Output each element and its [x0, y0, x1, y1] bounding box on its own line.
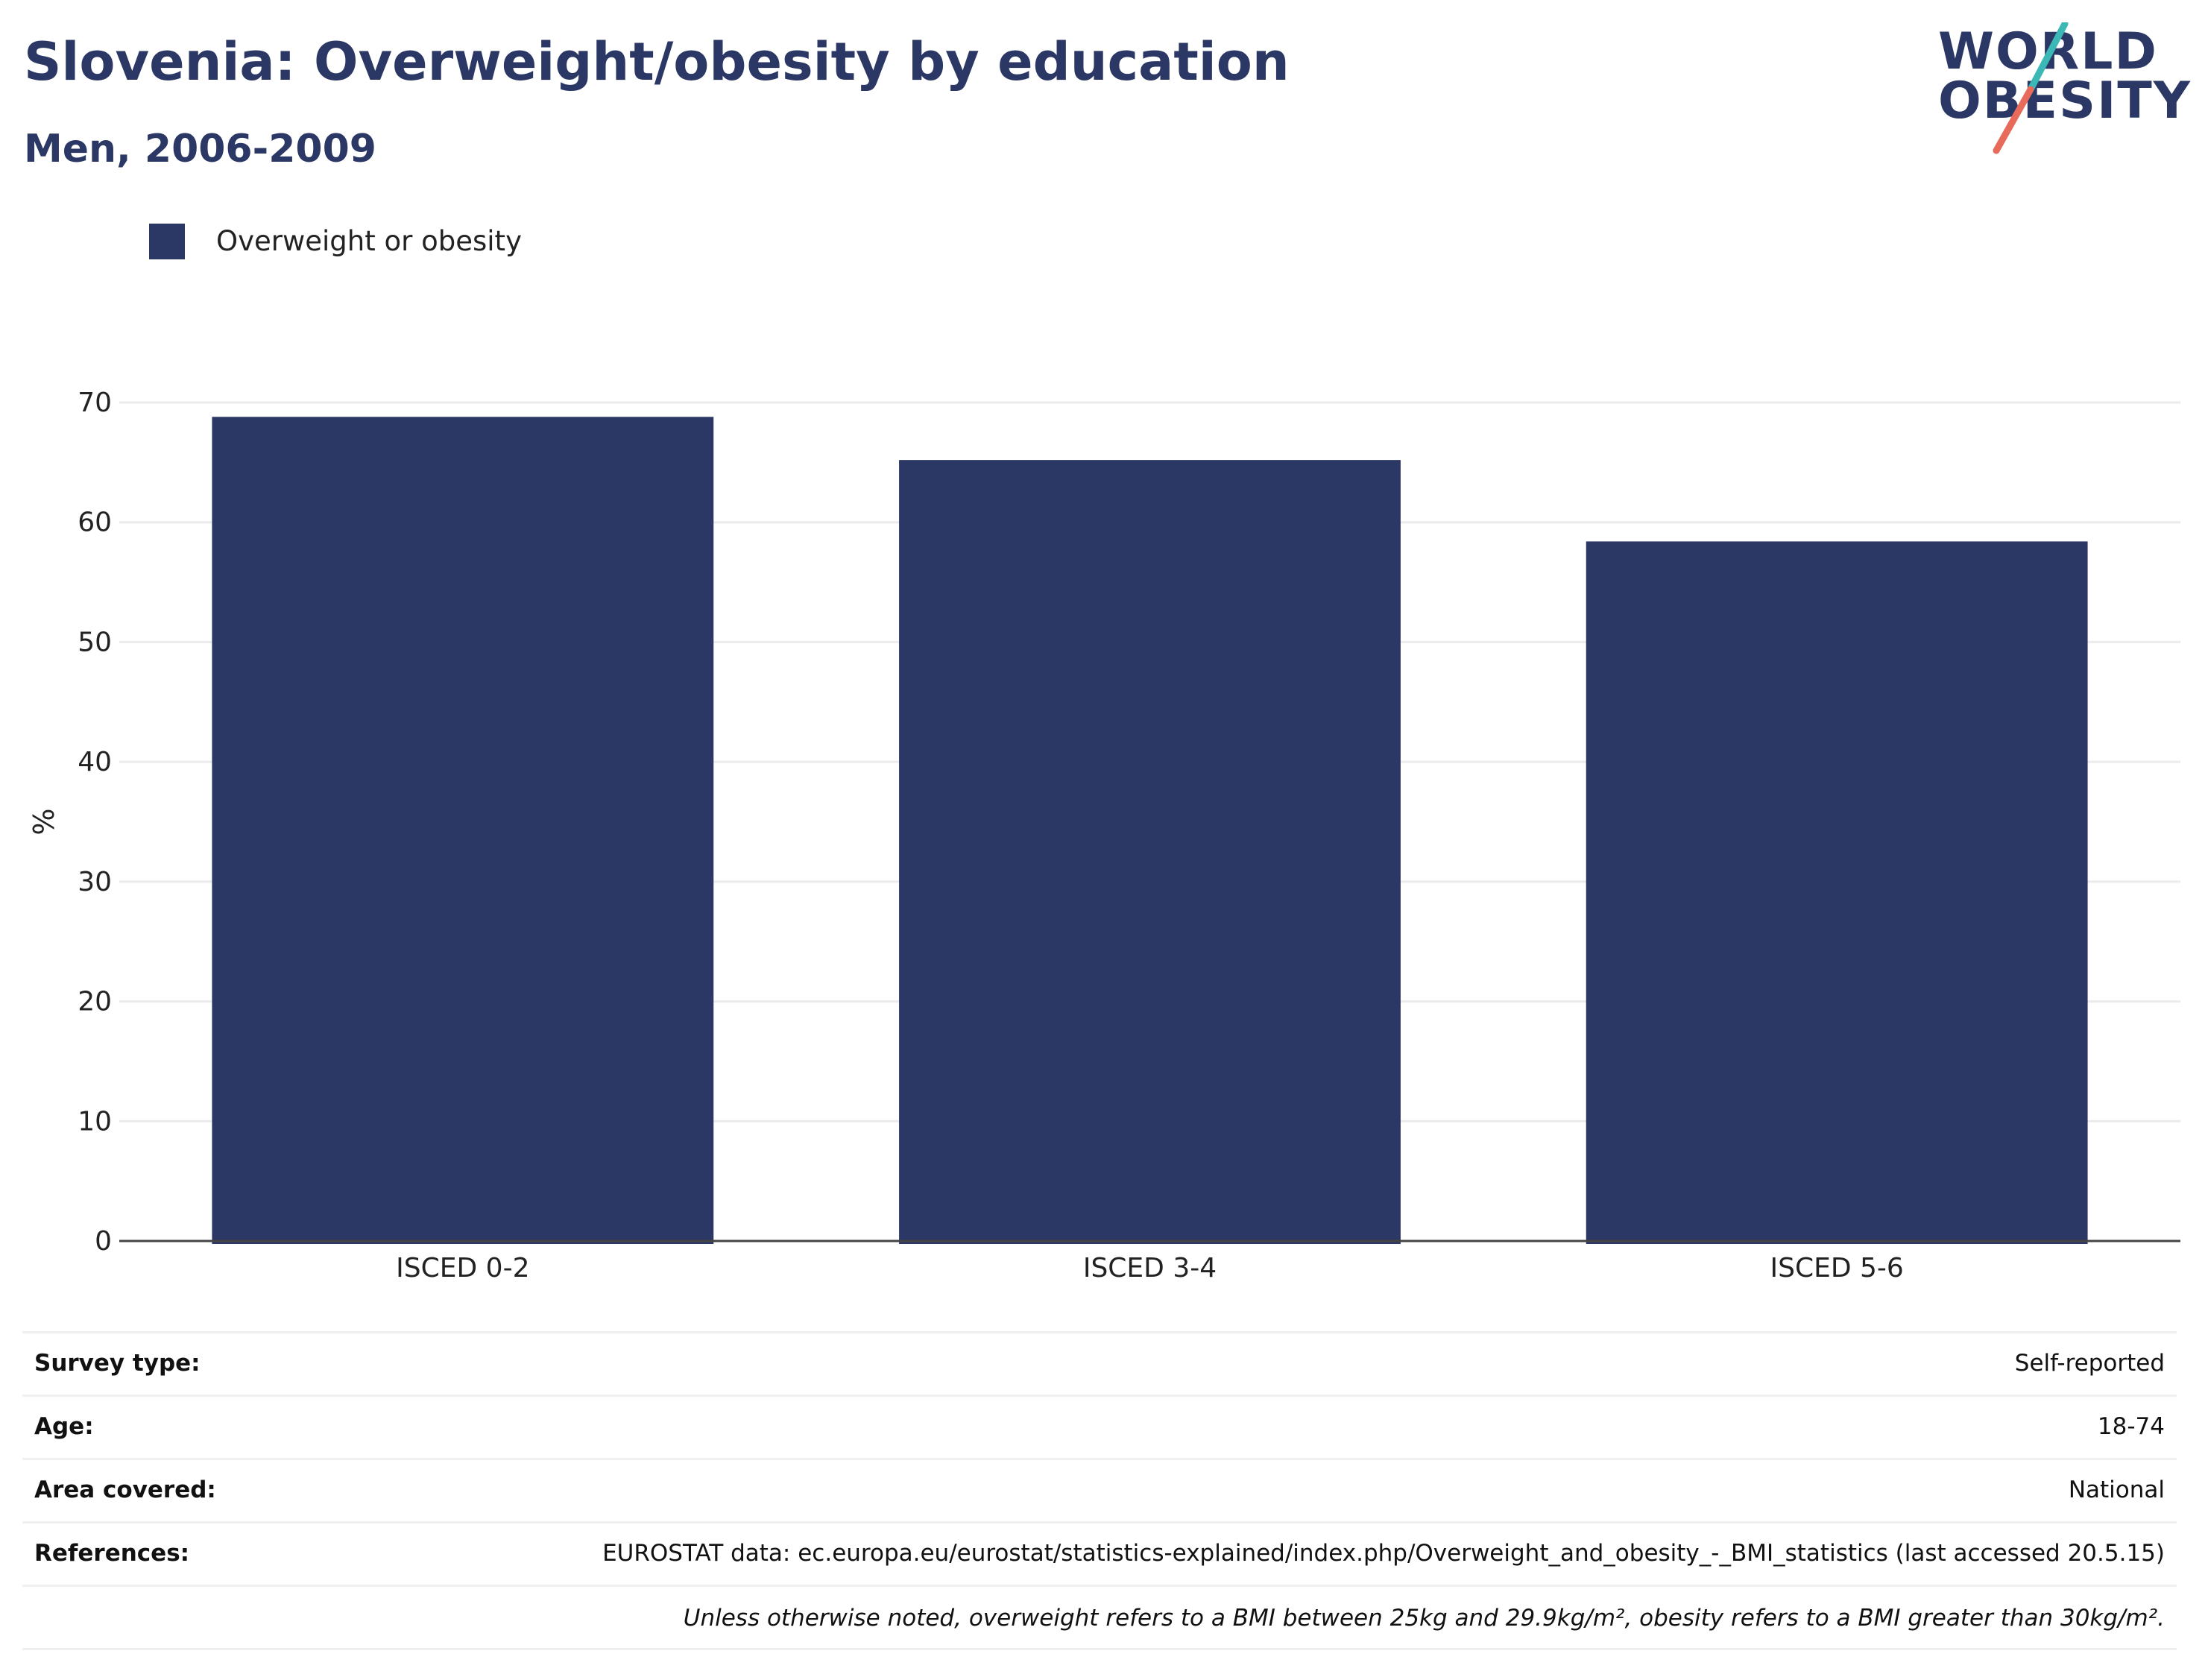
info-value: Self-reported	[2014, 1350, 2165, 1377]
bar-chart: 0 10 20 30 40 50 60 70% ISCED 0-2 ISCED 3-4 ISCED …	[28, 388, 2180, 1283]
bar	[899, 460, 1401, 1244]
bar	[1586, 541, 2088, 1244]
info-row-survey-type: Survey type: Self-reported	[22, 1331, 2177, 1395]
info-value: EUROSTAT data: ec.europa.eu/eurostat/sta…	[602, 1540, 2165, 1567]
x-tick-label: ISCED 3-4	[1083, 1253, 1217, 1283]
x-tick-label: ISCED 5-6	[1770, 1253, 1904, 1283]
chart-subtitle: Men, 2006-2009	[24, 127, 376, 171]
x-tick-label: ISCED 0-2	[396, 1253, 529, 1283]
info-table: Survey type: Self-reported Age: 18-74 Ar…	[22, 1331, 2177, 1650]
bmi-definition-note: Unless otherwise noted, overweight refer…	[683, 1605, 2165, 1632]
info-key: References:	[34, 1540, 190, 1567]
info-value: National	[2068, 1477, 2165, 1503]
y-tick-label: 20	[78, 987, 112, 1017]
info-row-area-covered: Area covered: National	[22, 1458, 2177, 1521]
y-tick-label: 50	[78, 627, 112, 657]
legend-swatch	[149, 224, 185, 259]
info-key: Survey type:	[34, 1350, 201, 1377]
info-row-age: Age: 18-74	[22, 1395, 2177, 1458]
y-tick-label: 70	[78, 388, 112, 418]
info-key: Age:	[34, 1413, 94, 1440]
y-axis-title: %	[28, 808, 60, 835]
y-tick-label: 60	[78, 508, 112, 538]
y-tick-label: 0	[95, 1226, 112, 1257]
y-tick-label: 30	[78, 867, 112, 897]
y-tick-label: 10	[78, 1106, 112, 1137]
info-key: Area covered:	[34, 1477, 216, 1503]
logo-slash-icon	[1993, 22, 2069, 154]
info-note-row: Unless otherwise noted, overweight refer…	[22, 1585, 2177, 1650]
info-row-references: References: EUROSTAT data: ec.europa.eu/…	[22, 1521, 2177, 1585]
world-obesity-logo: WORLD OBESITY	[1938, 22, 2192, 157]
chart-title: Slovenia: Overweight/obesity by educatio…	[24, 31, 1290, 92]
bar	[212, 417, 714, 1245]
logo-line-2: OBESITY	[1938, 72, 2192, 130]
y-tick-label: 40	[78, 747, 112, 777]
info-value: 18-74	[2097, 1413, 2165, 1440]
legend-label: Overweight or obesity	[216, 225, 522, 257]
